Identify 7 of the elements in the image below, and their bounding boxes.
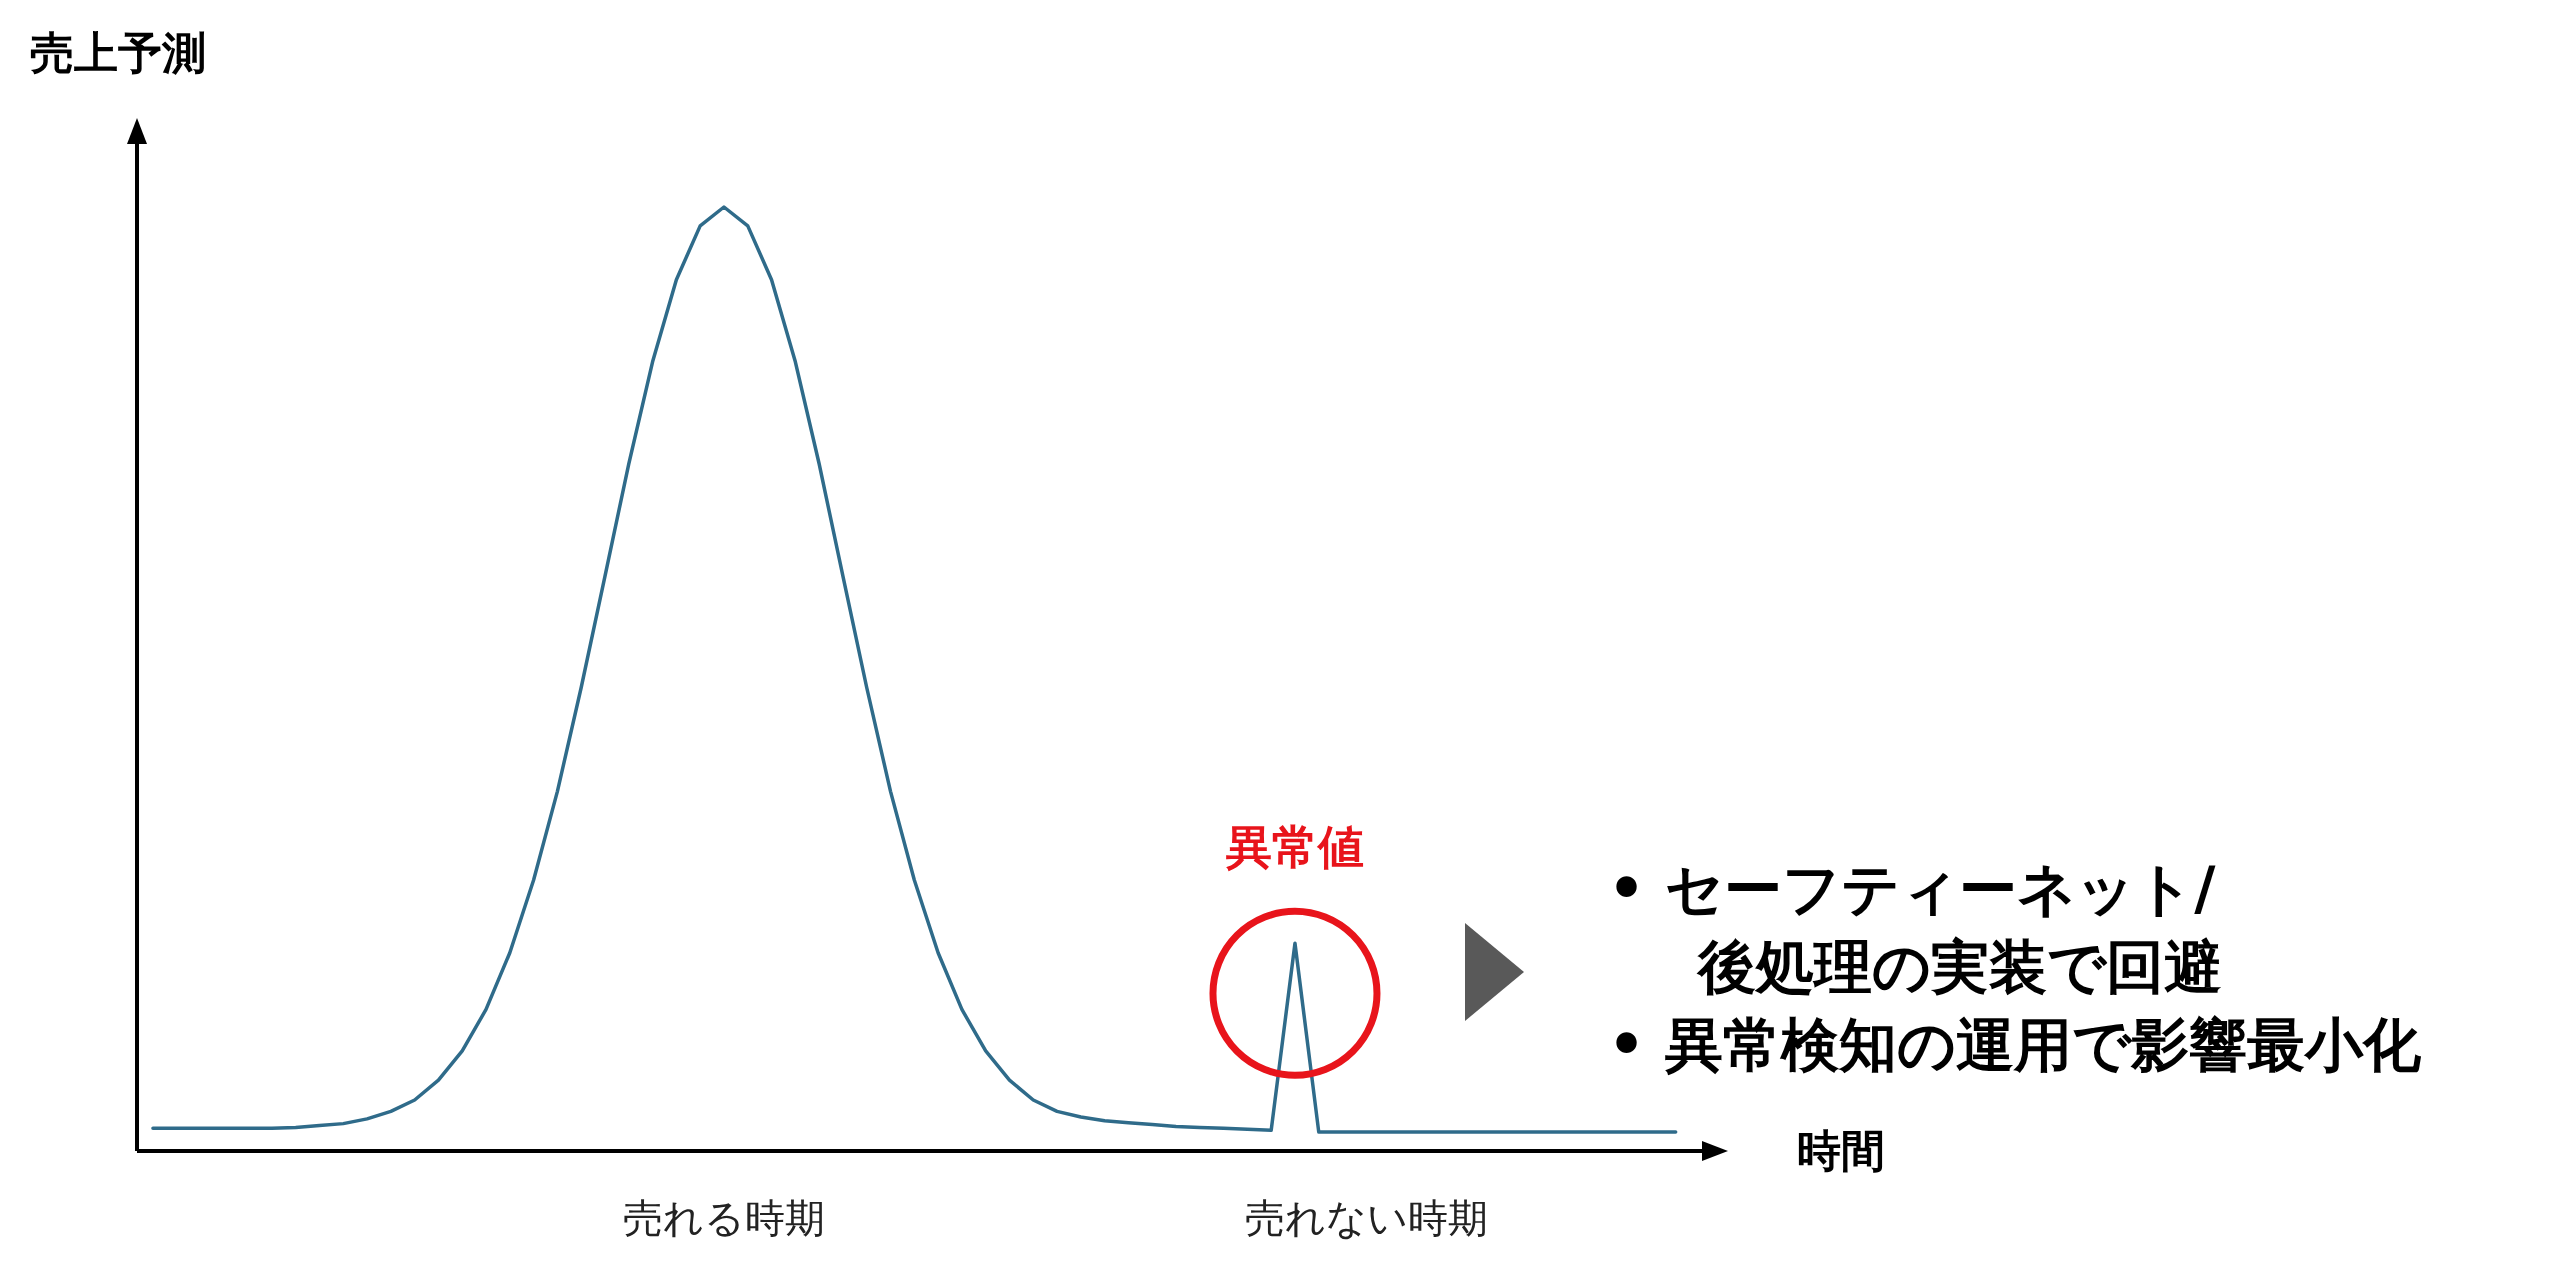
x-tick-label: 売れない時期 bbox=[1244, 1195, 1488, 1241]
y-axis-title: 売上予測 bbox=[30, 27, 206, 78]
x-axis-title: 時間 bbox=[1797, 1125, 1885, 1176]
annotation: • 異常検知の運用で影響最小化 bbox=[1608, 1010, 2422, 1081]
annotation: 異常値 bbox=[1225, 820, 1364, 875]
x-tick-label: 売れる時期 bbox=[622, 1195, 825, 1241]
annotation: • セーフティーネット/ 後処理の実装で回避 bbox=[1608, 854, 2222, 1003]
